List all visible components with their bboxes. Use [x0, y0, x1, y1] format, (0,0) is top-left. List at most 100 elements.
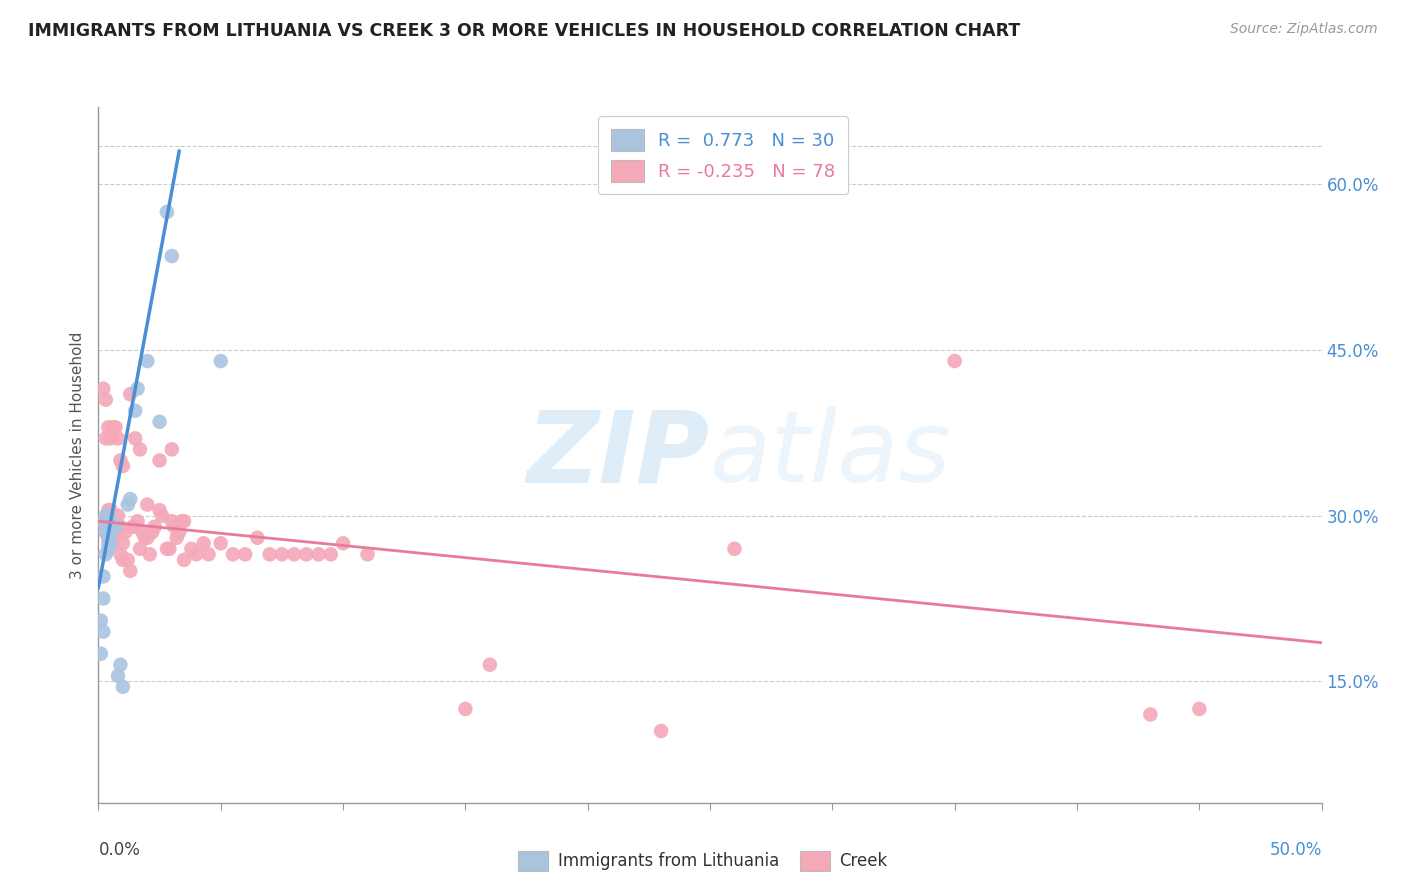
Point: [100, 519, 122, 533]
Point: [120, 387, 142, 401]
Point: [136, 531, 159, 545]
Point: [319, 547, 342, 561]
Point: [101, 420, 124, 434]
Point: [104, 525, 127, 540]
Point: [91, 514, 114, 528]
Point: [97, 531, 120, 545]
Point: [94, 547, 117, 561]
Point: [156, 205, 179, 219]
Point: [650, 724, 672, 739]
Point: [233, 547, 256, 561]
Point: [149, 415, 172, 429]
Point: [222, 547, 245, 561]
Point: [97, 541, 120, 556]
Point: [117, 498, 139, 512]
Point: [94, 519, 117, 533]
Point: [136, 498, 159, 512]
Point: [97, 536, 120, 550]
Point: [139, 547, 162, 561]
Point: [1188, 702, 1211, 716]
Point: [91, 569, 114, 583]
Point: [283, 547, 305, 561]
Point: [101, 519, 124, 533]
Point: [156, 541, 179, 556]
Point: [478, 657, 501, 672]
Point: [246, 531, 269, 545]
Point: [114, 525, 136, 540]
Point: [107, 431, 129, 445]
Point: [111, 458, 134, 473]
Point: [107, 669, 129, 683]
Point: [110, 519, 132, 533]
Text: ZIP: ZIP: [527, 407, 710, 503]
Point: [120, 564, 142, 578]
Point: [723, 541, 745, 556]
Point: [127, 382, 149, 396]
Point: [97, 420, 120, 434]
Point: [160, 442, 183, 457]
Point: [104, 519, 127, 533]
Point: [94, 514, 117, 528]
Point: [91, 382, 114, 396]
Point: [100, 503, 122, 517]
Point: [180, 541, 202, 556]
Point: [124, 431, 146, 445]
Legend: R =  0.773   N = 30, R = -0.235   N = 78: R = 0.773 N = 30, R = -0.235 N = 78: [599, 116, 848, 194]
Point: [157, 541, 180, 556]
Point: [127, 514, 149, 528]
Point: [111, 553, 134, 567]
Text: 0.0%: 0.0%: [98, 841, 141, 860]
Point: [150, 508, 173, 523]
Point: [356, 547, 378, 561]
Point: [141, 525, 163, 540]
Point: [101, 536, 124, 550]
Y-axis label: 3 or more Vehicles in Household: 3 or more Vehicles in Household: [70, 331, 86, 579]
Point: [295, 547, 318, 561]
Point: [454, 702, 477, 716]
Point: [120, 492, 142, 507]
Point: [1139, 707, 1161, 722]
Point: [124, 519, 146, 533]
Point: [173, 553, 195, 567]
Point: [94, 525, 117, 540]
Point: [94, 525, 117, 540]
Point: [129, 442, 152, 457]
Point: [943, 354, 966, 368]
Point: [110, 453, 132, 467]
Point: [121, 519, 143, 533]
Point: [91, 624, 114, 639]
Text: atlas: atlas: [710, 407, 952, 503]
Point: [170, 514, 193, 528]
Point: [149, 503, 172, 517]
Point: [166, 531, 188, 545]
Point: [209, 536, 232, 550]
Point: [100, 431, 122, 445]
Point: [97, 514, 120, 528]
Point: [129, 541, 152, 556]
Point: [197, 547, 219, 561]
Point: [104, 420, 127, 434]
Point: [160, 514, 183, 528]
Point: [131, 525, 153, 540]
Point: [110, 547, 132, 561]
Point: [143, 519, 166, 533]
Point: [193, 536, 215, 550]
Point: [117, 553, 139, 567]
Point: [90, 614, 112, 628]
Text: 50.0%: 50.0%: [1270, 841, 1322, 860]
Point: [270, 547, 294, 561]
Text: Source: ZipAtlas.com: Source: ZipAtlas.com: [1230, 22, 1378, 37]
Point: [94, 392, 117, 407]
Point: [107, 508, 129, 523]
Point: [100, 525, 122, 540]
Point: [209, 354, 232, 368]
Point: [97, 508, 120, 523]
Legend: Immigrants from Lithuania, Creek: Immigrants from Lithuania, Creek: [510, 842, 896, 880]
Point: [160, 249, 183, 263]
Point: [136, 354, 159, 368]
Point: [94, 508, 117, 523]
Point: [167, 525, 190, 540]
Point: [100, 514, 122, 528]
Point: [124, 403, 146, 417]
Point: [104, 519, 127, 533]
